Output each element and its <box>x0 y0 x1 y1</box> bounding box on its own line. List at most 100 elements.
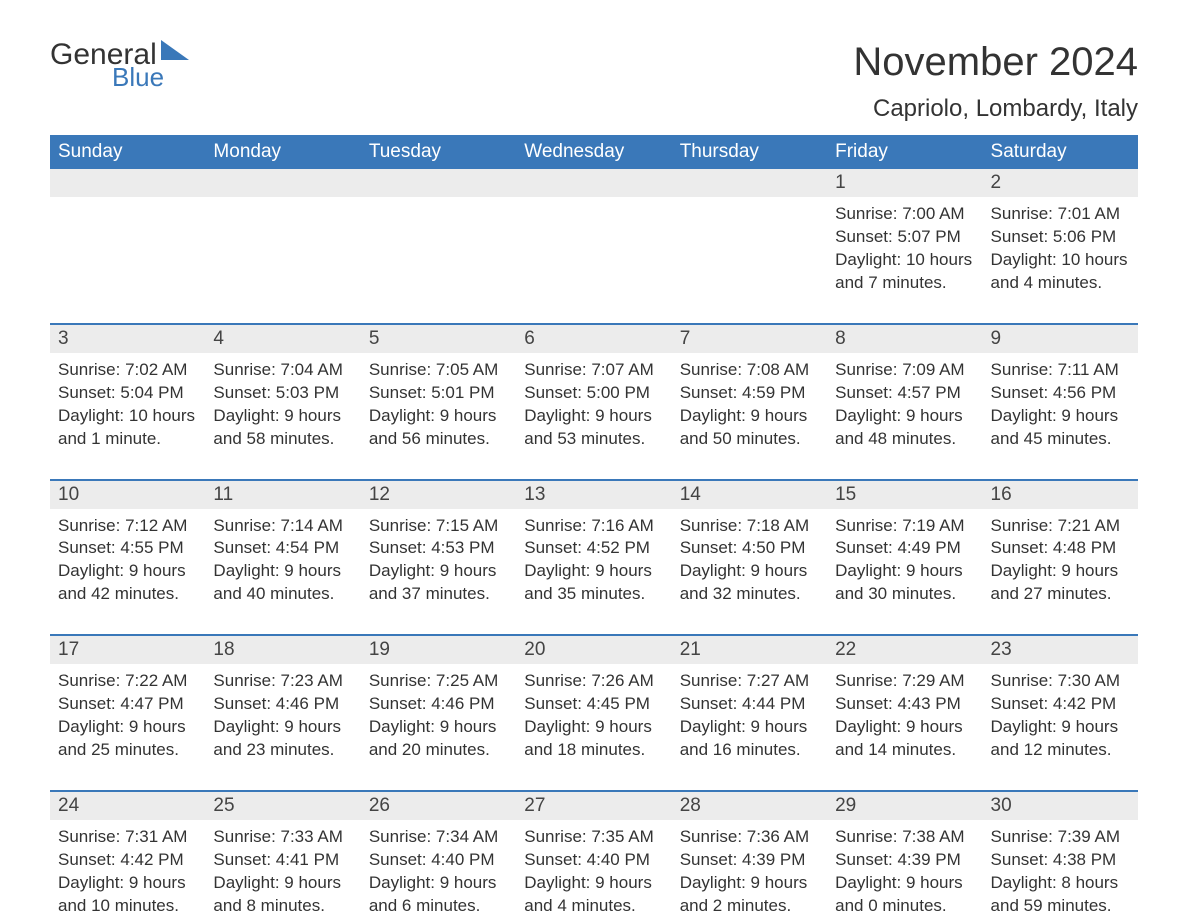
dow-monday: Monday <box>205 135 360 169</box>
daylight-line2: and 48 minutes. <box>835 428 974 451</box>
day-detail-cell <box>205 197 360 323</box>
daylight-line1: Daylight: 9 hours <box>680 405 819 428</box>
sunset-label: Sunset: 4:50 PM <box>680 537 819 560</box>
sunset-label: Sunset: 4:41 PM <box>213 849 352 872</box>
day-number-cell: 5 <box>361 325 516 353</box>
day-number-cell: 29 <box>827 792 982 820</box>
daylight-line1: Daylight: 9 hours <box>524 716 663 739</box>
day-detail-cell <box>516 197 671 323</box>
dow-saturday: Saturday <box>983 135 1138 169</box>
sunset-label: Sunset: 4:57 PM <box>835 382 974 405</box>
day-detail-cell: Sunrise: 7:11 AMSunset: 4:56 PMDaylight:… <box>983 353 1138 479</box>
day-number-cell: 15 <box>827 481 982 509</box>
day-detail-cell: Sunrise: 7:27 AMSunset: 4:44 PMDaylight:… <box>672 664 827 790</box>
daylight-line1: Daylight: 9 hours <box>991 405 1130 428</box>
logo-text: General Blue <box>50 40 189 90</box>
day-number-cell: 27 <box>516 792 671 820</box>
daylight-line1: Daylight: 9 hours <box>680 716 819 739</box>
daylight-line2: and 32 minutes. <box>680 583 819 606</box>
daylight-line2: and 23 minutes. <box>213 739 352 762</box>
daylight-line2: and 56 minutes. <box>369 428 508 451</box>
day-detail-cell: Sunrise: 7:39 AMSunset: 4:38 PMDaylight:… <box>983 820 1138 924</box>
title-block: November 2024 Capriolo, Lombardy, Italy <box>853 40 1138 123</box>
day-number-cell: 3 <box>50 325 205 353</box>
day-detail-cell: Sunrise: 7:35 AMSunset: 4:40 PMDaylight:… <box>516 820 671 924</box>
dow-tuesday: Tuesday <box>361 135 516 169</box>
sunset-label: Sunset: 5:00 PM <box>524 382 663 405</box>
day-number-cell: 10 <box>50 481 205 509</box>
daylight-line2: and 50 minutes. <box>680 428 819 451</box>
sunset-label: Sunset: 4:53 PM <box>369 537 508 560</box>
daylight-line1: Daylight: 9 hours <box>680 560 819 583</box>
sunset-label: Sunset: 4:49 PM <box>835 537 974 560</box>
daylight-line2: and 58 minutes. <box>213 428 352 451</box>
daylight-line1: Daylight: 10 hours <box>835 249 974 272</box>
sunrise-label: Sunrise: 7:15 AM <box>369 515 508 538</box>
daylight-line1: Daylight: 9 hours <box>213 560 352 583</box>
sunrise-label: Sunrise: 7:31 AM <box>58 826 197 849</box>
sunset-label: Sunset: 4:43 PM <box>835 693 974 716</box>
sunrise-label: Sunrise: 7:25 AM <box>369 670 508 693</box>
day-number-cell <box>205 169 360 197</box>
day-detail-cell: Sunrise: 7:12 AMSunset: 4:55 PMDaylight:… <box>50 509 205 635</box>
day-detail-cell <box>50 197 205 323</box>
day-detail-row: Sunrise: 7:02 AMSunset: 5:04 PMDaylight:… <box>50 353 1138 479</box>
page-title: November 2024 <box>853 40 1138 85</box>
sunset-label: Sunset: 5:06 PM <box>991 226 1130 249</box>
day-detail-cell: Sunrise: 7:14 AMSunset: 4:54 PMDaylight:… <box>205 509 360 635</box>
sunset-label: Sunset: 4:48 PM <box>991 537 1130 560</box>
daylight-line1: Daylight: 9 hours <box>369 560 508 583</box>
daylight-line1: Daylight: 9 hours <box>58 872 197 895</box>
sunrise-label: Sunrise: 7:09 AM <box>835 359 974 382</box>
sunset-label: Sunset: 5:03 PM <box>213 382 352 405</box>
dow-wednesday: Wednesday <box>516 135 671 169</box>
day-detail-cell: Sunrise: 7:05 AMSunset: 5:01 PMDaylight:… <box>361 353 516 479</box>
daylight-line1: Daylight: 10 hours <box>58 405 197 428</box>
day-number-cell: 23 <box>983 636 1138 664</box>
daylight-line2: and 59 minutes. <box>991 895 1130 918</box>
day-number-cell: 4 <box>205 325 360 353</box>
sunrise-label: Sunrise: 7:29 AM <box>835 670 974 693</box>
day-detail-cell: Sunrise: 7:00 AMSunset: 5:07 PMDaylight:… <box>827 197 982 323</box>
sunset-label: Sunset: 4:46 PM <box>369 693 508 716</box>
sunrise-label: Sunrise: 7:07 AM <box>524 359 663 382</box>
daylight-line1: Daylight: 9 hours <box>58 716 197 739</box>
day-detail-row: Sunrise: 7:22 AMSunset: 4:47 PMDaylight:… <box>50 664 1138 790</box>
daylight-line2: and 20 minutes. <box>369 739 508 762</box>
sunrise-label: Sunrise: 7:12 AM <box>58 515 197 538</box>
sunset-label: Sunset: 4:42 PM <box>58 849 197 872</box>
day-detail-cell: Sunrise: 7:02 AMSunset: 5:04 PMDaylight:… <box>50 353 205 479</box>
daylight-line1: Daylight: 9 hours <box>369 405 508 428</box>
daylight-line1: Daylight: 9 hours <box>680 872 819 895</box>
day-number-cell: 12 <box>361 481 516 509</box>
day-detail-cell: Sunrise: 7:19 AMSunset: 4:49 PMDaylight:… <box>827 509 982 635</box>
sunset-label: Sunset: 4:40 PM <box>524 849 663 872</box>
sunrise-label: Sunrise: 7:18 AM <box>680 515 819 538</box>
sunset-label: Sunset: 4:54 PM <box>213 537 352 560</box>
daylight-line2: and 35 minutes. <box>524 583 663 606</box>
daylight-line2: and 2 minutes. <box>680 895 819 918</box>
daylight-line2: and 18 minutes. <box>524 739 663 762</box>
day-detail-cell: Sunrise: 7:23 AMSunset: 4:46 PMDaylight:… <box>205 664 360 790</box>
daylight-line1: Daylight: 9 hours <box>991 716 1130 739</box>
day-detail-cell: Sunrise: 7:16 AMSunset: 4:52 PMDaylight:… <box>516 509 671 635</box>
day-number-cell: 2 <box>983 169 1138 197</box>
daylight-line1: Daylight: 9 hours <box>835 405 974 428</box>
daylight-line1: Daylight: 9 hours <box>58 560 197 583</box>
daylight-line1: Daylight: 9 hours <box>369 872 508 895</box>
sunset-label: Sunset: 5:04 PM <box>58 382 197 405</box>
daylight-line1: Daylight: 8 hours <box>991 872 1130 895</box>
sunrise-label: Sunrise: 7:34 AM <box>369 826 508 849</box>
day-number-cell: 20 <box>516 636 671 664</box>
day-number-cell: 11 <box>205 481 360 509</box>
daylight-line1: Daylight: 9 hours <box>213 872 352 895</box>
day-number-cell: 26 <box>361 792 516 820</box>
day-number-row: 3456789 <box>50 325 1138 353</box>
sunrise-label: Sunrise: 7:30 AM <box>991 670 1130 693</box>
day-number-cell: 22 <box>827 636 982 664</box>
day-detail-cell: Sunrise: 7:29 AMSunset: 4:43 PMDaylight:… <box>827 664 982 790</box>
day-detail-cell: Sunrise: 7:01 AMSunset: 5:06 PMDaylight:… <box>983 197 1138 323</box>
sunset-label: Sunset: 4:59 PM <box>680 382 819 405</box>
day-detail-cell <box>672 197 827 323</box>
day-detail-cell: Sunrise: 7:04 AMSunset: 5:03 PMDaylight:… <box>205 353 360 479</box>
